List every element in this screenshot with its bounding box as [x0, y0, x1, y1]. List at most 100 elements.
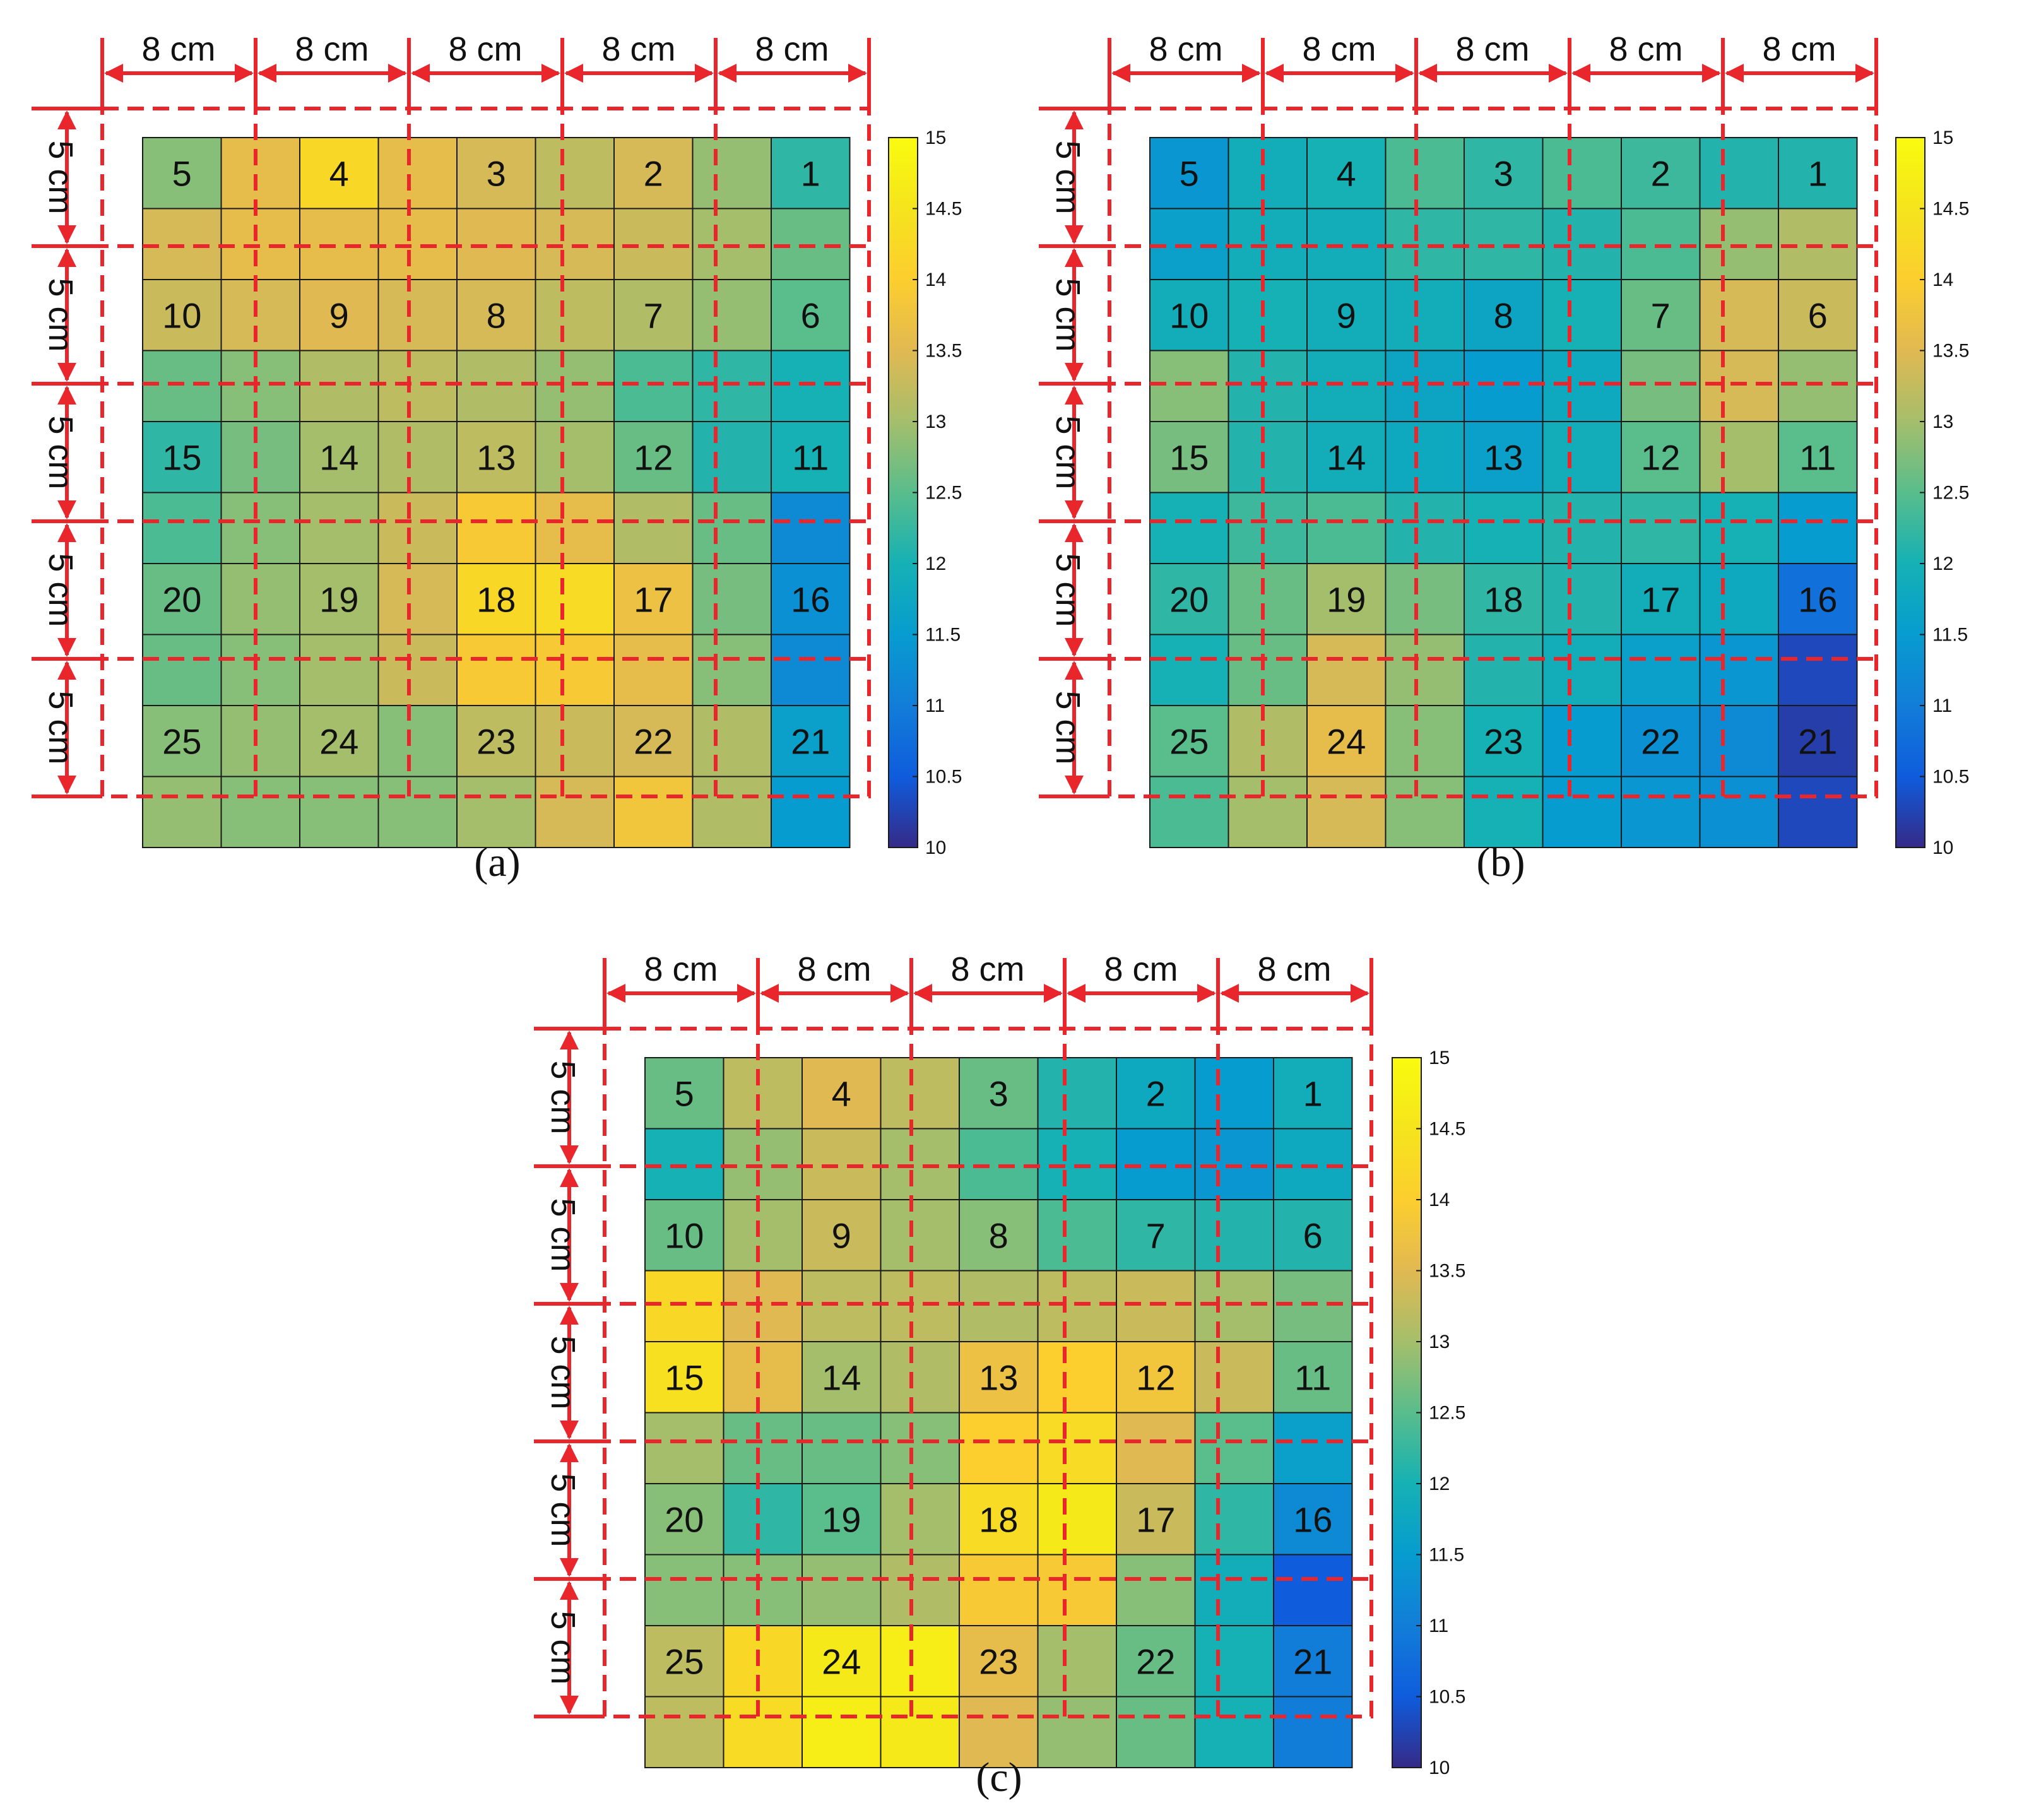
heatmap-cell [1778, 421, 1858, 493]
width-dimension-label: 8 cm [1257, 950, 1331, 988]
heatmap-cell [142, 208, 222, 280]
cell-number-label: 3 [487, 153, 506, 193]
heatmap-cell [1273, 1128, 1353, 1200]
colorbar-tick-label: 12 [1429, 1474, 1450, 1494]
heatmap-cell [1116, 1412, 1196, 1484]
heatmap-cell [1194, 1483, 1274, 1556]
heatmap-cell [1194, 1057, 1274, 1130]
heatmap-cell [377, 350, 458, 422]
heatmap-cell [1227, 705, 1308, 777]
cell-number-label: 2 [1146, 1073, 1166, 1113]
heatmap-cell [456, 563, 536, 635]
heatmap-cell [1194, 1412, 1274, 1484]
cell-number-label: 17 [634, 579, 673, 619]
heatmap-cell [692, 492, 772, 564]
heatmap-cell [1037, 1270, 1117, 1342]
width-dimension-label: 8 cm [797, 950, 871, 988]
heatmap-cell [692, 208, 772, 280]
heatmap-cell [1037, 1554, 1117, 1626]
heatmap-cell [1385, 421, 1465, 493]
heatmap-cell [1699, 421, 1779, 493]
heatmap-cell [1621, 421, 1701, 493]
heatmap-cell [771, 776, 851, 848]
heatmap-cell [1385, 279, 1465, 352]
colorbar-tick-label: 11 [1932, 695, 1952, 716]
heatmap-cell [1464, 137, 1544, 210]
heatmap-cell [880, 1128, 960, 1200]
heatmap-cell [1037, 1199, 1117, 1272]
colorbar-tick-label: 14 [1932, 269, 1953, 290]
heatmap-cell [220, 634, 300, 706]
heatmap-cell [692, 563, 772, 635]
heatmap-cell [1621, 634, 1701, 706]
heatmap-cell [1464, 208, 1544, 280]
cell-number-label: 5 [675, 1073, 694, 1113]
heatmap-cell [377, 776, 458, 848]
heatmap-cell [1194, 1199, 1274, 1272]
heatmap-cell [1116, 1128, 1196, 1200]
cell-number-label: 3 [1494, 153, 1513, 193]
heatmap-cell [1621, 563, 1701, 635]
heatmap-cell [220, 705, 300, 777]
colorbar-tick-label: 13.5 [1429, 1261, 1465, 1282]
heatmap-cell [1306, 137, 1387, 210]
heatmap-cell [1778, 208, 1858, 280]
heatmap-cell [1699, 776, 1779, 848]
heatmap-cell [1699, 492, 1779, 564]
cell-number-label: 20 [665, 1499, 704, 1539]
panel-a-colorbar: 15 14.5 14 13.5 13 12.5 12 11.5 11 10.5 10 [888, 127, 962, 858]
heatmap-cell [959, 1412, 1039, 1484]
heatmap-cell [220, 208, 300, 280]
heatmap-cell [613, 776, 694, 848]
heatmap-cell [1227, 421, 1308, 493]
heatmap-cell [723, 1199, 803, 1272]
heatmap-cell [1621, 350, 1701, 422]
height-dimension-label: 5 cm [1049, 690, 1087, 764]
heatmap-cell [692, 705, 772, 777]
panel-c-label: (c) [976, 1754, 1022, 1800]
heatmap-cell [1699, 563, 1779, 635]
heatmap-cell [1227, 776, 1308, 848]
heatmap-cell [1037, 1412, 1117, 1484]
heatmap-cell [1778, 279, 1858, 352]
heatmap-cell [377, 208, 458, 280]
heatmap-cell [723, 1270, 803, 1342]
heatmap-cell [771, 279, 851, 352]
heatmap-cell [801, 1696, 882, 1768]
width-dimension-label: 8 cm [295, 30, 369, 68]
width-dimension-label: 8 cm [1302, 30, 1376, 68]
heatmap-cell [1273, 1696, 1353, 1768]
heatmap-cell [456, 279, 536, 352]
cell-number-label: 6 [1808, 295, 1828, 335]
panel-a-label: (a) [474, 839, 520, 885]
heatmap-cell [1621, 137, 1701, 210]
cell-number-label: 3 [989, 1073, 1009, 1113]
height-dimension-label: 5 cm [1049, 415, 1087, 489]
height-dimension-label: 5 cm [42, 415, 80, 489]
heatmap-cell [959, 1128, 1039, 1200]
heatmap-cell [535, 634, 615, 706]
heatmap-cell [220, 421, 300, 493]
heatmap-cell [456, 634, 536, 706]
heatmap-cell [613, 634, 694, 706]
heatmap-cell [535, 492, 615, 564]
colorbar-tick-label: 15 [925, 127, 946, 148]
cell-number-label: 18 [979, 1499, 1018, 1539]
heatmap-cell [1306, 492, 1387, 564]
colorbar-tick-label: 11 [925, 695, 945, 716]
heatmap-cell [377, 279, 458, 352]
cell-number-label: 14 [319, 437, 358, 477]
heatmap-cell [1464, 776, 1544, 848]
heatmap-cell [1778, 492, 1858, 564]
width-dimension-label: 8 cm [755, 30, 829, 68]
heatmap-cell [880, 1696, 960, 1768]
heatmap-cell [692, 350, 772, 422]
height-dimension-label: 5 cm [544, 1198, 582, 1272]
heatmap-cell [1149, 705, 1229, 777]
panel-c-dimension-lines: 8 cm 8 cm 8 cm 8 cm 8 cm 5 cm 5 cm 5 cm 5 cm 5 cm [534, 950, 1373, 1718]
heatmap-cell [1227, 208, 1308, 280]
height-dimension-label: 5 cm [544, 1335, 582, 1409]
heatmap-cell [1037, 1483, 1117, 1556]
heatmap-cell [220, 563, 300, 635]
